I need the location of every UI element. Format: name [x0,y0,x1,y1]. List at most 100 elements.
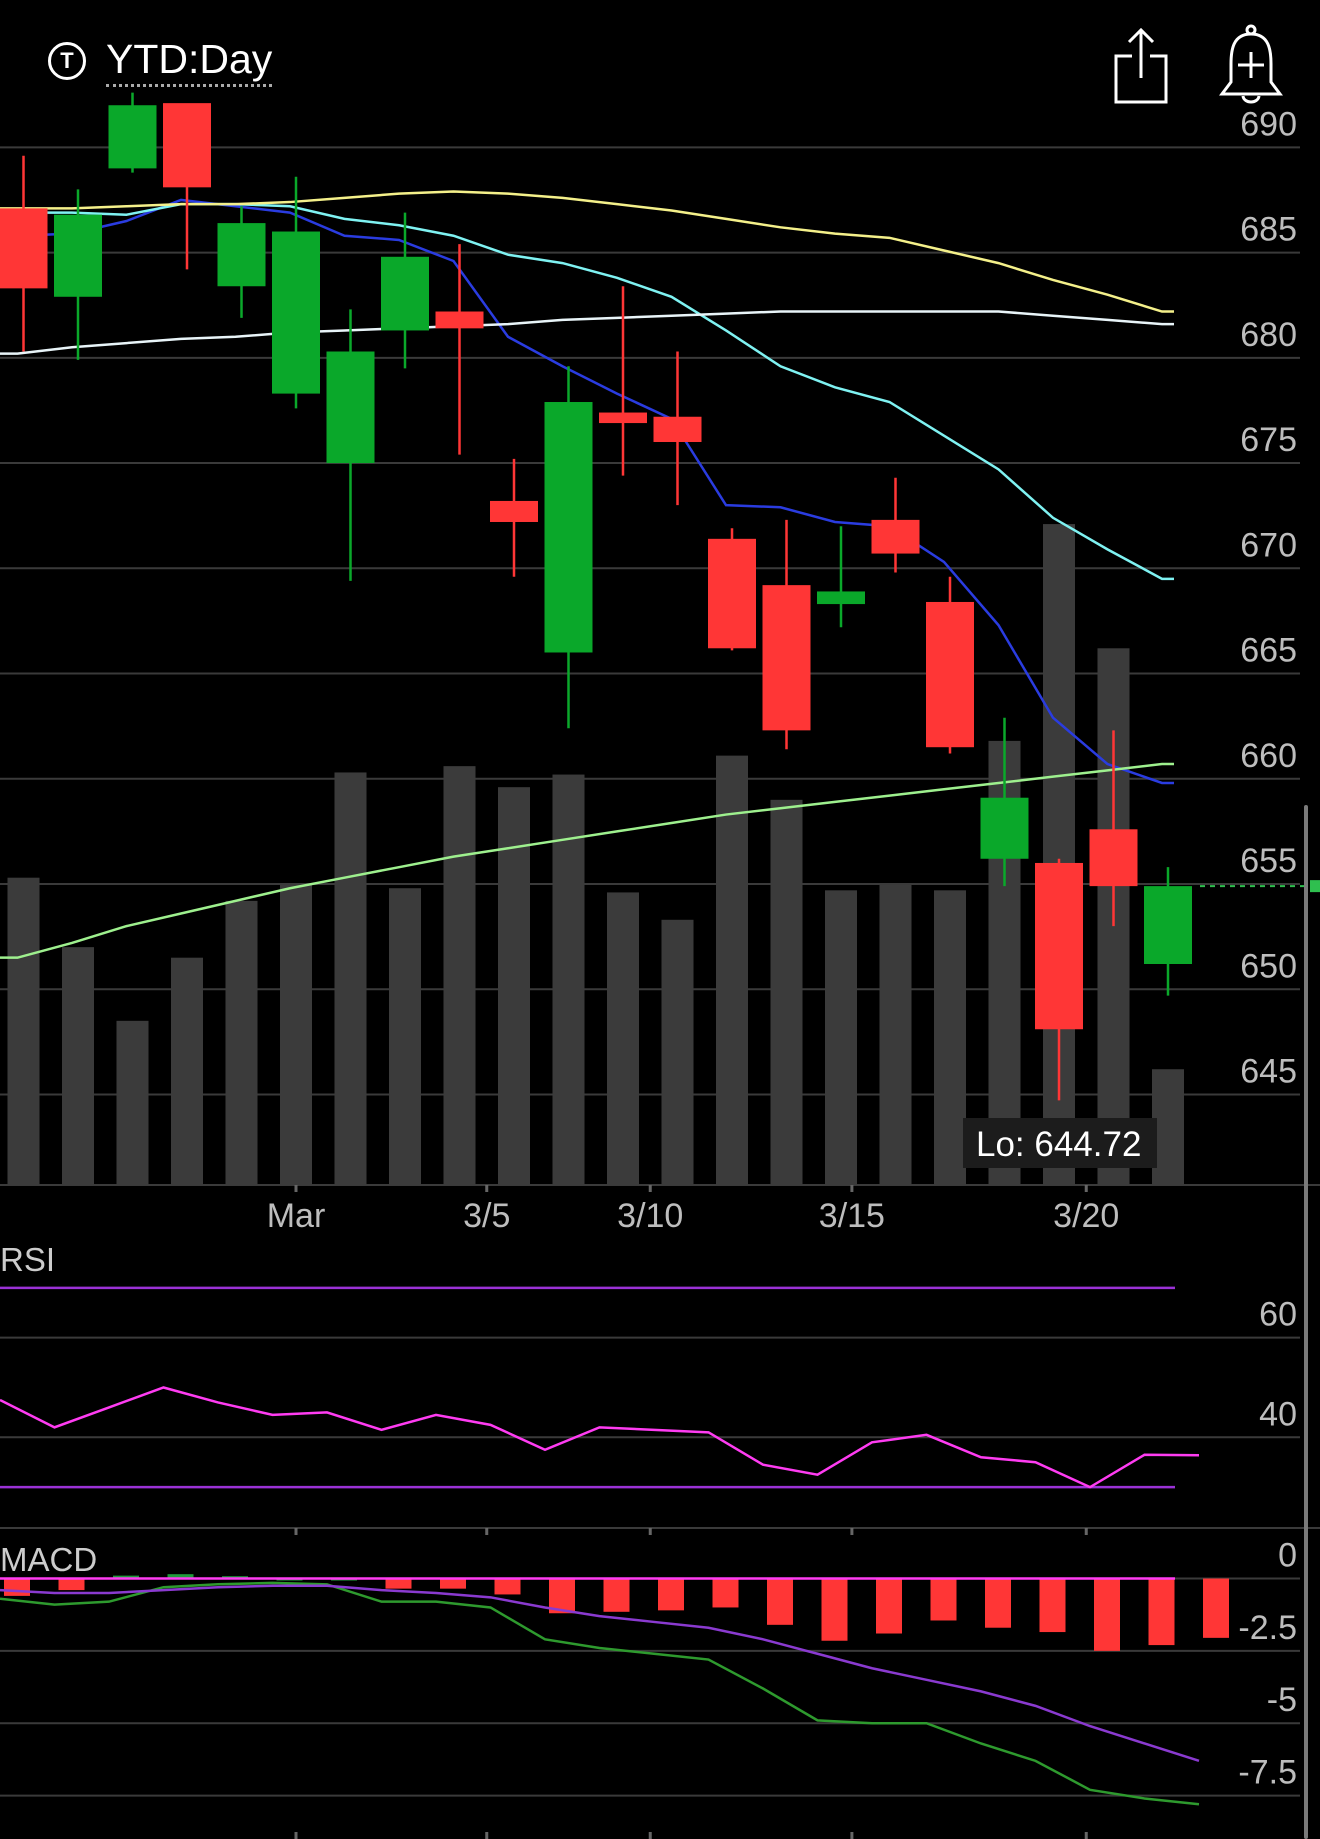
candle-body [544,402,593,653]
candle-body [0,208,48,289]
volume-bar [770,799,803,1185]
volume-bar [225,900,258,1185]
macd-histogram-bar [1094,1578,1120,1651]
macd-histogram-bar [876,1578,902,1634]
candle [817,526,865,628]
volume-bar [1152,1069,1184,1185]
price-tick-label: 675 [1240,421,1297,459]
candle-body [1144,886,1192,964]
volume-bars [7,524,1184,1185]
macd-signal-line [0,1584,1200,1763]
macd-histogram-bar [4,1578,30,1596]
macd-histogram-bar [385,1578,412,1589]
last-price-tag [1310,880,1320,893]
macd-histogram-bar [1039,1578,1066,1633]
candle-body [272,231,320,394]
macd-histogram-bar [167,1574,194,1579]
brand-logo-icon: T [48,42,86,80]
macd-histogram-bar [985,1578,1011,1628]
candle-body [980,797,1029,859]
macd-histogram-bar [1203,1578,1229,1638]
price-tick-label: 680 [1240,316,1297,354]
candle-body [381,256,429,331]
volume-bar [389,888,421,1185]
low-annotation: Lo: 644.72 [963,1118,1157,1168]
date-tick-label: 3/15 [819,1197,885,1235]
moving-average-line [0,190,1174,313]
candle [435,244,484,455]
candle [272,176,320,409]
candle [544,366,593,729]
volume-bar [62,947,94,1185]
volume-bar [607,892,639,1185]
candle [0,155,48,352]
share-button[interactable] [1108,22,1174,108]
candle [490,458,538,577]
price-tick-label: 660 [1240,737,1297,775]
macd-histogram-bar [603,1578,630,1612]
price-tick-label: 645 [1240,1052,1297,1090]
candle [599,286,647,476]
candle-body [599,412,647,424]
macd-label: MACD [0,1541,97,1578]
candle-body [1089,829,1138,887]
price-axis: 645 650 655 660 665 670 675 680 685 690 [1240,105,1297,1090]
last-price-marker [1200,880,1320,893]
price-gridlines [0,146,1320,1186]
volume-bar [280,884,312,1185]
candle-body [653,416,702,443]
moving-average-line [0,762,1174,959]
candle [762,519,811,750]
volume-bar [825,890,857,1185]
macd-histogram-bar [113,1575,139,1579]
candle-body [435,311,484,329]
candlesticks [0,92,1192,1101]
candle [54,189,102,360]
candle-body [708,538,756,649]
volume-bar [443,766,476,1185]
time-range-selector[interactable]: YTD:Day [106,36,273,87]
macd-histogram-bar [549,1578,575,1614]
candle-body [817,591,865,605]
rsi-tick-label: 60 [1259,1296,1297,1334]
macd-histogram-bar [821,1578,848,1641]
candle [163,103,211,270]
date-tick-label: 3/10 [617,1197,683,1235]
macd-line [0,1581,1200,1806]
candle [926,576,974,754]
candle [653,351,702,506]
macd-tick-label: -5 [1267,1681,1297,1719]
macd-histogram-bar [440,1578,466,1589]
price-alert-button[interactable] [1216,22,1286,108]
candle-body [217,223,266,287]
candle-body [163,103,211,188]
candle [708,528,756,651]
candle [980,717,1029,887]
volume-bar [498,787,530,1185]
candle-body [54,214,102,297]
rsi-tick-label: 40 [1259,1395,1297,1433]
volume-bar [116,1020,149,1185]
macd-panel: 0 -2.5 -5 -7.5 [0,1537,1300,1839]
macd-histogram-bar [58,1578,85,1591]
price-tick-label: 655 [1240,842,1297,880]
date-axis: Mar 3/5 3/10 3/15 3/20 [267,1185,1119,1235]
rsi-line [0,1386,1200,1489]
chart-header: T YTD:Day [0,0,1320,130]
candle [1144,867,1192,996]
candle-body [871,519,920,554]
price-tick-label: 670 [1240,526,1297,564]
scrollbar[interactable] [1304,805,1308,1839]
candle [381,212,429,369]
macd-histogram-bar [930,1578,957,1621]
volume-bar [552,774,585,1185]
candle-body [1035,862,1083,1030]
price-tick-label: 665 [1240,632,1297,670]
volume-bar [879,884,912,1185]
candle [326,309,375,581]
candle [108,92,157,173]
moving-average-line [0,310,1174,355]
volume-bar [171,957,203,1185]
rsi-panel: 40 60 [0,1286,1320,1535]
